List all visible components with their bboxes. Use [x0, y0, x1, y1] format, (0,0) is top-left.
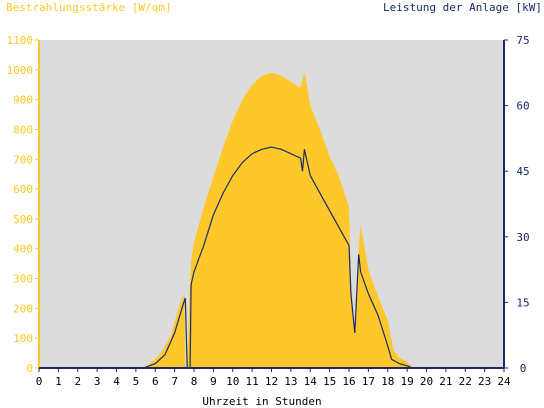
- x-tick-label: 9: [210, 375, 217, 388]
- right-tick-label: 45: [516, 165, 529, 178]
- x-tick-label: 11: [246, 375, 259, 388]
- x-tick-label: 10: [226, 375, 239, 388]
- left-axis-title: Bestrahlungsstärke [W/qm]: [6, 1, 172, 14]
- right-tick-label: 15: [516, 296, 529, 309]
- x-tick-label: 2: [74, 375, 81, 388]
- x-tick-label: 3: [94, 375, 101, 388]
- left-tick-label: 0: [26, 362, 33, 375]
- x-tick-label: 23: [478, 375, 491, 388]
- x-tick-label: 22: [459, 375, 472, 388]
- left-tick-label: 700: [13, 153, 33, 166]
- x-tick-label: 24: [497, 375, 511, 388]
- x-tick-label: 13: [284, 375, 297, 388]
- x-tick-label: 16: [342, 375, 355, 388]
- left-tick-label: 1000: [7, 64, 34, 77]
- x-tick-label: 6: [152, 375, 159, 388]
- x-tick-label: 17: [362, 375, 375, 388]
- x-tick-label: 19: [401, 375, 414, 388]
- x-tick-label: 12: [265, 375, 278, 388]
- x-axis-title: Uhrzeit in Stunden: [202, 395, 321, 408]
- x-tick-label: 4: [113, 375, 120, 388]
- x-tick-label: 8: [191, 375, 198, 388]
- left-tick-label: 100: [13, 332, 33, 345]
- x-tick-label: 7: [171, 375, 178, 388]
- left-tick-label: 600: [13, 183, 33, 196]
- right-axis-title: Leistung der Anlage [kW]: [383, 1, 542, 14]
- x-tick-label: 21: [439, 375, 452, 388]
- left-tick-label: 800: [13, 123, 33, 136]
- x-tick-label: 1: [55, 375, 62, 388]
- right-tick-label: 60: [516, 100, 529, 113]
- left-tick-label: 500: [13, 213, 33, 226]
- x-tick-label: 15: [323, 375, 336, 388]
- left-tick-label: 300: [13, 273, 33, 286]
- series-irradiance-area: [39, 72, 504, 369]
- left-tick-label: 400: [13, 243, 33, 256]
- x-tick-label: 20: [420, 375, 433, 388]
- x-tick-label: 5: [133, 375, 140, 388]
- right-tick-label: 30: [516, 231, 529, 244]
- left-tick-label: 900: [13, 94, 33, 107]
- left-tick-label: 200: [13, 302, 33, 315]
- series-power-line: [39, 146, 504, 369]
- right-tick-label: 0: [520, 362, 527, 375]
- x-tick-label: 18: [381, 375, 394, 388]
- right-tick-label: 75: [516, 34, 529, 47]
- left-tick-label: 1100: [7, 34, 34, 47]
- x-tick-label: 0: [36, 375, 43, 388]
- x-tick-label: 14: [304, 375, 318, 388]
